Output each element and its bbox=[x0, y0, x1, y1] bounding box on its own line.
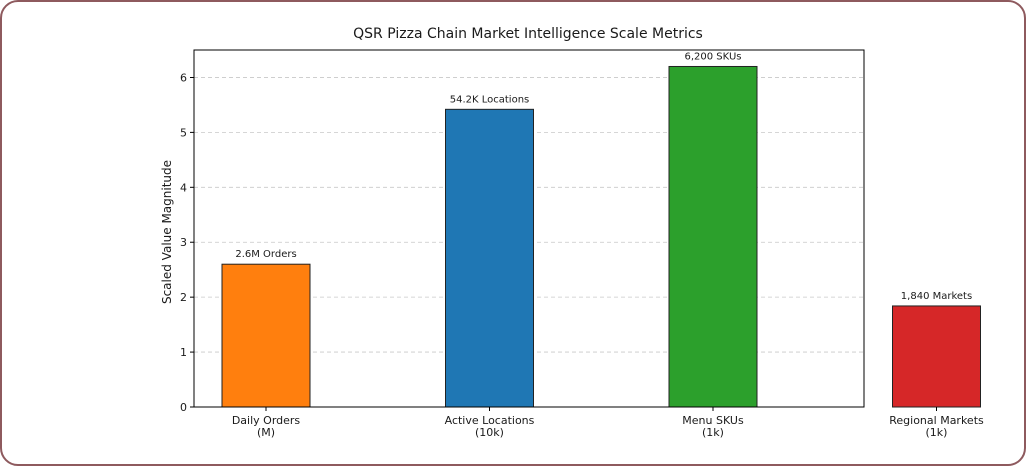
data-label-3: 1,840 Markets bbox=[901, 291, 972, 302]
data-label-1: 54.2K Locations bbox=[450, 94, 530, 105]
y-tick-label: 0 bbox=[180, 401, 187, 414]
y-tick-label: 3 bbox=[180, 236, 187, 249]
bar-1 bbox=[445, 108, 534, 408]
chart-title: QSR Pizza Chain Market Intelligence Scal… bbox=[353, 26, 703, 42]
y-tick-label: 2 bbox=[180, 291, 187, 304]
y-tick-label: 5 bbox=[180, 126, 187, 139]
data-label-2: 6,200 SKUs bbox=[685, 51, 742, 62]
x-tick-label: (1k) bbox=[702, 426, 724, 439]
axes bbox=[193, 49, 865, 408]
x-tick-label: (M) bbox=[257, 426, 275, 439]
x-tick-label: (1k) bbox=[926, 426, 948, 439]
y-axis-label: Scaled Value Magnitude bbox=[160, 160, 174, 304]
y-tick-label: 1 bbox=[180, 346, 187, 359]
x-tick-label: Menu SKUs bbox=[682, 414, 744, 427]
y-ticks: 0 1 2 3 4 5 6 bbox=[180, 71, 194, 414]
bar-3 bbox=[892, 305, 981, 408]
data-labels: 2.6M Orders 54.2K Locations 6,200 SKUs 1,84… bbox=[235, 51, 972, 301]
plot-area-border bbox=[193, 49, 865, 408]
y-tick-label: 6 bbox=[180, 71, 187, 84]
x-tick-label: Regional Markets bbox=[889, 414, 984, 427]
data-label-0: 2.6M Orders bbox=[235, 249, 296, 260]
x-tick-label: Active Locations bbox=[445, 414, 535, 427]
bar-2 bbox=[668, 65, 758, 408]
bars bbox=[221, 65, 981, 408]
x-tick-label: (10k) bbox=[475, 426, 504, 439]
bar-0 bbox=[221, 263, 311, 408]
y-tick-label: 4 bbox=[180, 181, 187, 194]
x-tick-label: Daily Orders bbox=[232, 414, 301, 427]
x-ticks: Daily Orders(M) Active Locations(10k) Menu… bbox=[232, 407, 984, 439]
